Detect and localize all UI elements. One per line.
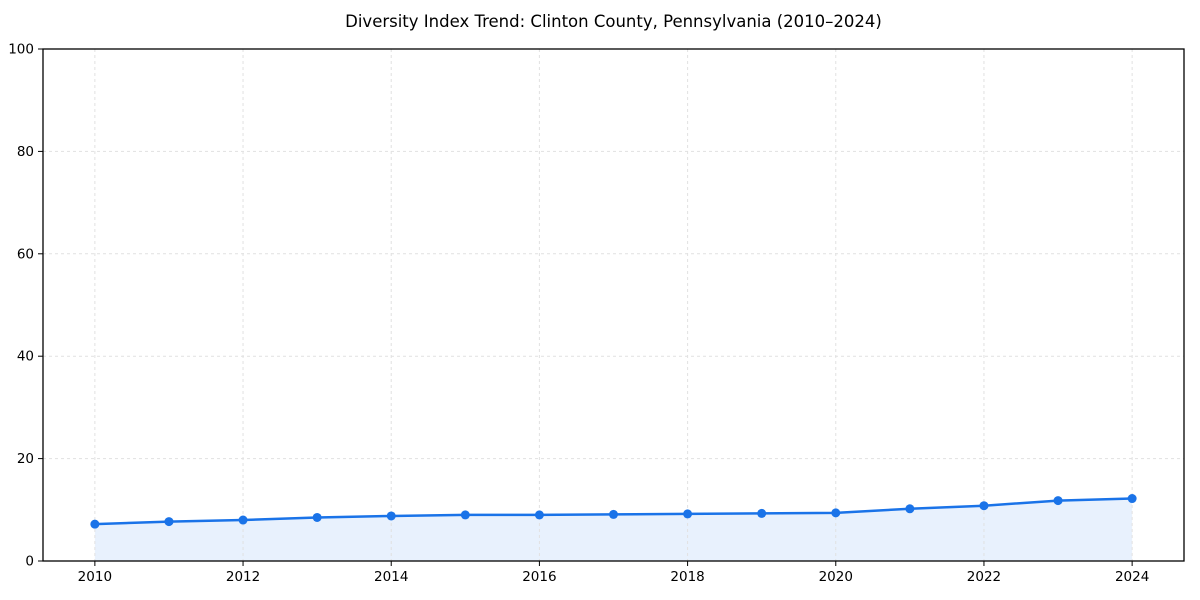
chart-title: Diversity Index Trend: Clinton County, P… [345, 12, 882, 31]
y-tick-label: 80 [17, 144, 34, 160]
x-tick-label: 2014 [374, 569, 408, 585]
area-fill [94, 498, 1133, 561]
data-point [534, 510, 544, 520]
x-tick-label: 2010 [78, 569, 112, 585]
y-tick-label: 0 [25, 554, 34, 570]
data-point [1127, 494, 1137, 504]
y-tick-label: 40 [17, 349, 34, 365]
x-tick-label: 2022 [967, 569, 1001, 585]
y-tick-label: 20 [17, 451, 34, 467]
x-tick-label: 2012 [226, 569, 260, 585]
x-tick-label: 2018 [670, 569, 704, 585]
data-point [312, 512, 322, 522]
x-tick-label: 2024 [1115, 569, 1149, 585]
data-point [683, 509, 693, 519]
data-point [905, 504, 915, 514]
data-point [1053, 496, 1063, 506]
y-tick-label: 100 [8, 42, 34, 58]
data-point [757, 508, 767, 518]
data-point [90, 519, 100, 529]
data-point [460, 510, 470, 520]
plot-border [42, 48, 1185, 562]
x-tick-label: 2020 [819, 569, 853, 585]
data-point [238, 515, 248, 525]
data-point [609, 509, 618, 519]
x-tick-label: 2016 [522, 569, 556, 585]
y-tick-label: 60 [17, 246, 34, 262]
data-point [164, 517, 174, 527]
data-point [831, 508, 841, 518]
data-point [386, 511, 396, 521]
data-point [979, 501, 989, 511]
